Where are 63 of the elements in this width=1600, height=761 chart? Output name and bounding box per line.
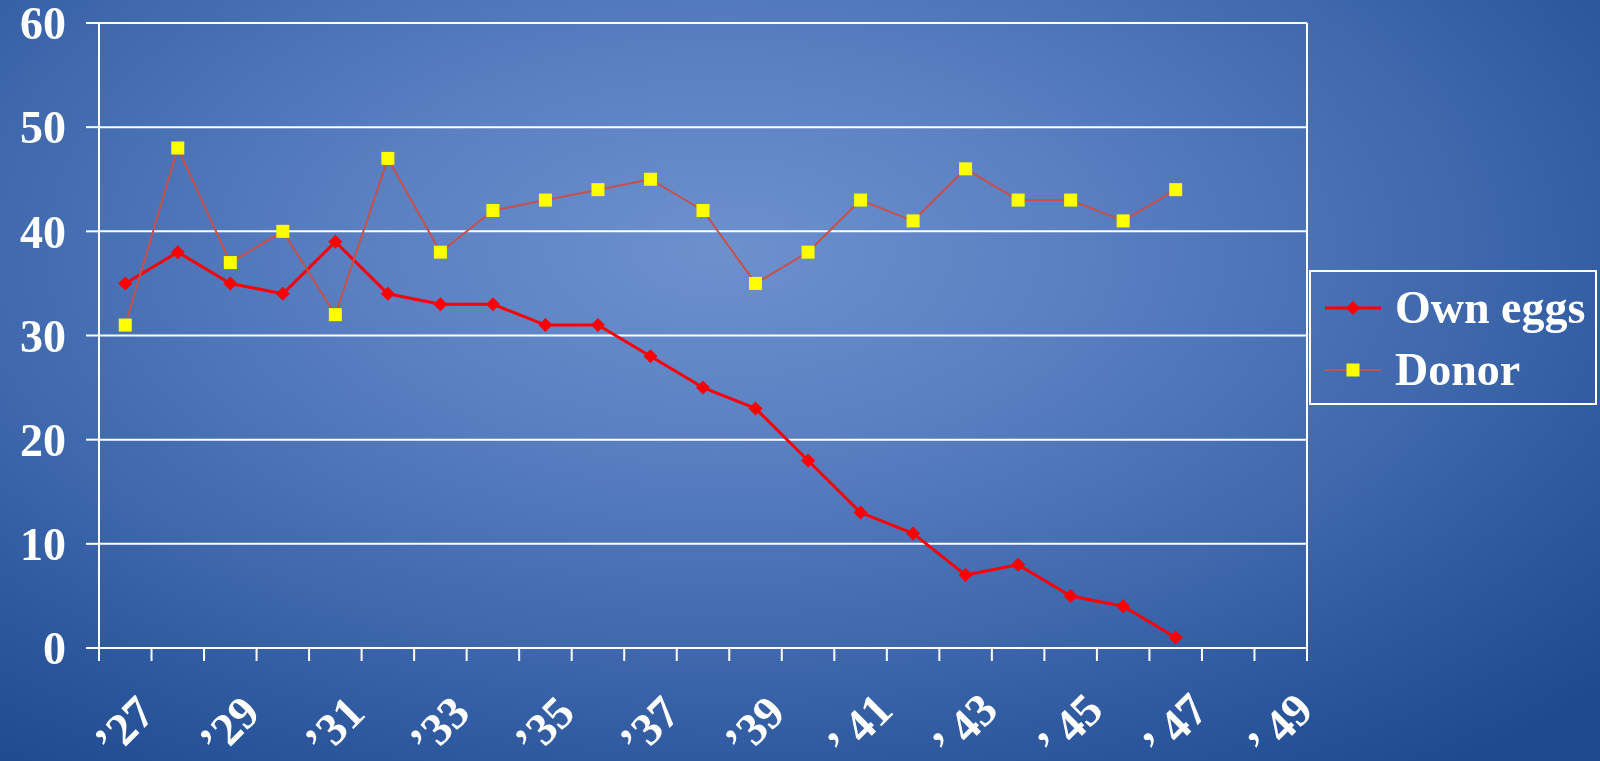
point: [538, 193, 552, 207]
y-tick-label: 50: [20, 102, 66, 154]
x-tick-label: ’27: [84, 686, 165, 761]
point: [275, 286, 290, 301]
point: [1168, 630, 1183, 645]
point: [801, 453, 816, 468]
x-tick-label: ’ 41: [817, 683, 903, 761]
point: [590, 318, 605, 333]
point: [958, 568, 973, 583]
point: [591, 183, 605, 197]
y-tick-label: 60: [20, 0, 66, 50]
point: [276, 224, 290, 238]
point: [696, 380, 710, 395]
legend-label: Own eggs: [1395, 280, 1586, 335]
x-tick-label: ’31: [294, 686, 375, 761]
y-tick-label: 10: [20, 519, 66, 571]
point: [381, 151, 395, 165]
x-tick-label: ’39: [714, 686, 795, 761]
point: [1116, 214, 1130, 228]
point: [1011, 557, 1026, 572]
point: [854, 193, 868, 207]
point: [380, 286, 395, 301]
x-tick-label: ’ 43: [922, 683, 1008, 761]
x-tick-label: ’ 45: [1027, 683, 1113, 761]
point: [223, 256, 237, 270]
point: [170, 245, 185, 260]
point: [906, 214, 920, 228]
point: [486, 204, 500, 217]
point: [748, 401, 763, 416]
x-tick-label: ’ 49: [1237, 683, 1323, 761]
point: [959, 162, 973, 176]
legend-label: Donor: [1395, 342, 1521, 397]
point: [643, 349, 658, 364]
point: [1063, 588, 1078, 603]
x-tick-label: ’37: [609, 686, 690, 761]
point: [801, 245, 815, 259]
point: [853, 505, 868, 520]
x-tick-label: ’ 47: [1132, 683, 1218, 761]
y-tick-label: 40: [20, 206, 66, 258]
point: [1169, 183, 1183, 197]
point: [538, 318, 553, 333]
point: [696, 204, 710, 217]
y-tick-label: 0: [43, 623, 66, 675]
point: [906, 526, 921, 541]
point: [1064, 193, 1078, 207]
point: [223, 276, 238, 291]
point: [433, 245, 447, 259]
point: [328, 234, 343, 249]
y-tick-label: 30: [20, 310, 66, 362]
point: [643, 172, 657, 186]
point: [118, 318, 132, 332]
point: [1011, 193, 1025, 207]
point: [171, 141, 185, 155]
x-tick-label: ’33: [399, 686, 480, 761]
point: [328, 308, 342, 322]
x-tick-label: ’35: [504, 686, 585, 761]
point: [749, 276, 763, 290]
point: [433, 297, 448, 312]
x-tick-label: ’29: [189, 686, 270, 761]
point: [118, 276, 133, 291]
y-tick-label: 20: [20, 415, 66, 466]
point: [485, 297, 500, 312]
point: [1116, 599, 1131, 614]
